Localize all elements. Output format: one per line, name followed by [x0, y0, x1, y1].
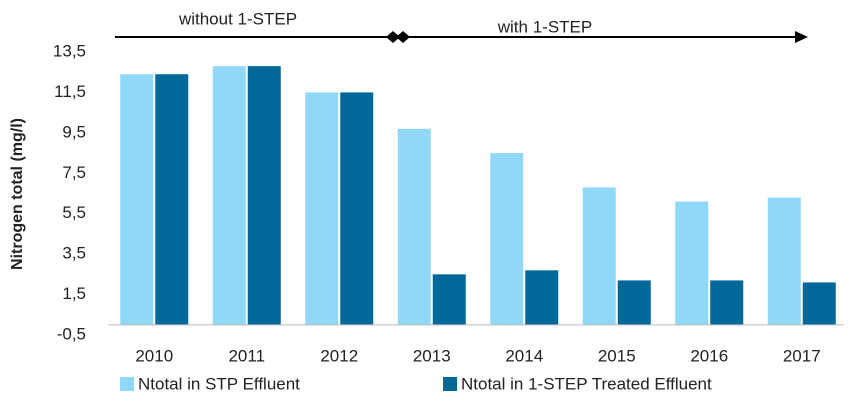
- x-tick-label: 2011: [228, 346, 265, 365]
- y-tick-label: 1,5: [62, 284, 86, 303]
- y-tick-label: 3,5: [62, 244, 86, 263]
- bar: [802, 282, 836, 325]
- bar: [340, 92, 374, 325]
- bar: [675, 201, 709, 325]
- legend-swatch: [120, 377, 134, 391]
- bar: [490, 153, 524, 325]
- bar: [120, 74, 154, 325]
- diamond: [396, 31, 410, 43]
- annotation: without 1-STEP: [178, 9, 297, 28]
- x-tick-label: 2010: [135, 346, 173, 365]
- bar: [710, 280, 744, 325]
- x-tick-label: 2015: [598, 346, 636, 365]
- bar: [212, 66, 246, 325]
- x-tick-label: 2016: [690, 346, 728, 365]
- x-tick-label: 2014: [505, 346, 543, 365]
- y-tick-label: 13,5: [53, 41, 86, 60]
- bar: [525, 270, 559, 325]
- y-axis-title: Nitrogen total (mg/l): [9, 118, 26, 270]
- y-tick-label: -0,5: [57, 324, 86, 343]
- arrow-head: [795, 31, 808, 43]
- y-tick-label: 5,5: [62, 203, 86, 222]
- legend-label: Ntotal in 1-STEP Treated Effluent: [461, 374, 712, 393]
- bar: [397, 128, 431, 325]
- bar: [582, 187, 616, 325]
- annotation: with 1-STEP: [497, 17, 592, 36]
- bar: [767, 197, 801, 325]
- legend-label: Ntotal in STP Effluent: [138, 374, 300, 393]
- y-tick-label: 9,5: [62, 122, 86, 141]
- legend-swatch: [443, 377, 457, 391]
- bar: [617, 280, 651, 325]
- bar: [305, 92, 339, 325]
- y-tick-label: 7,5: [62, 163, 86, 182]
- x-tick-label: 2017: [783, 346, 821, 365]
- diamond: [386, 31, 400, 43]
- bar: [155, 74, 189, 325]
- x-tick-label: 2013: [413, 346, 451, 365]
- x-tick-label: 2012: [320, 346, 358, 365]
- bar: [432, 274, 466, 325]
- y-tick-label: 11,5: [54, 82, 86, 101]
- bar: [247, 66, 281, 325]
